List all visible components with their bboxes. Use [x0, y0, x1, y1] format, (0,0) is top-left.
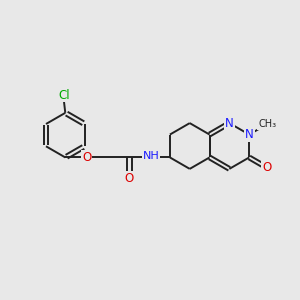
Text: CH₃: CH₃ [258, 119, 276, 129]
Text: Cl: Cl [58, 88, 70, 101]
Text: N: N [245, 128, 254, 141]
Text: NH: NH [143, 151, 160, 161]
Text: O: O [125, 172, 134, 185]
Text: O: O [262, 161, 271, 174]
Text: O: O [82, 151, 91, 164]
Text: N: N [225, 117, 234, 130]
